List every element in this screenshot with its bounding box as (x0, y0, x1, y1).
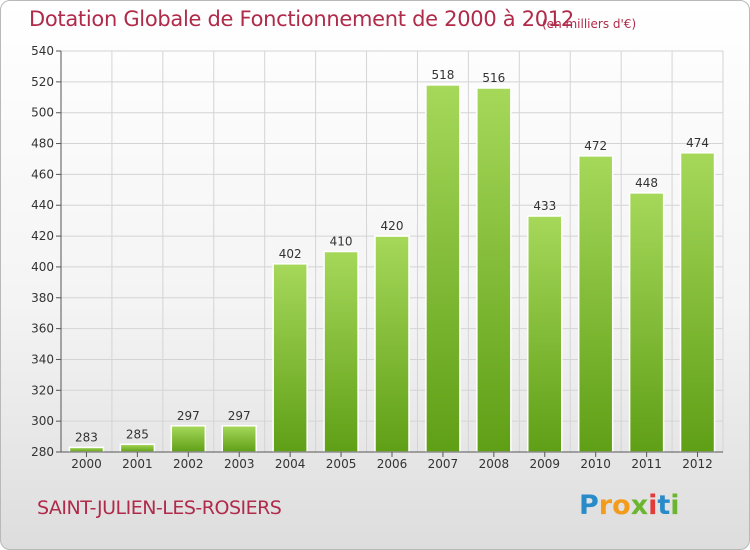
bar (425, 84, 461, 453)
logo-letter: x (630, 490, 649, 521)
proxiti-logo: Proxiti (579, 490, 680, 521)
y-tick-label: 420 (31, 229, 54, 243)
value-label: 410 (330, 235, 353, 249)
bar (323, 250, 359, 453)
logo-letter: P (579, 490, 599, 521)
axis-layer: 280 300 320 340 360 380 400 420 440 460 480 500 520 5… (31, 44, 723, 459)
bar-layer (68, 84, 716, 453)
y-tick-label: 540 (31, 44, 54, 58)
value-label: 472 (584, 139, 607, 153)
x-tick-label: 2001 (122, 457, 153, 471)
y-tick-label: 500 (31, 106, 54, 120)
logo-letter: o (612, 490, 631, 521)
bar (577, 155, 614, 453)
bar (476, 87, 512, 453)
bar (272, 263, 308, 453)
bar (374, 235, 410, 453)
value-label: 297 (177, 409, 200, 423)
x-tick-label: 2000 (71, 457, 102, 471)
value-label: 474 (686, 136, 709, 150)
chart-title: Dotation Globale de Fonctionnement de 20… (29, 7, 574, 31)
bar (170, 425, 207, 453)
y-tick-label: 520 (31, 75, 54, 89)
bar (221, 425, 257, 453)
x-tick-label: 2005 (326, 457, 357, 471)
x-tick-label: 2008 (479, 457, 510, 471)
x-tick-label: 2003 (224, 457, 255, 471)
y-tick-label: 300 (31, 414, 54, 428)
y-tick-label: 460 (31, 167, 54, 181)
value-label: 283 (75, 430, 98, 444)
x-tick-label: 2007 (428, 457, 459, 471)
bar (68, 446, 105, 453)
y-tick-label: 480 (31, 137, 54, 151)
value-label: 297 (228, 409, 251, 423)
x-tick-label: 2010 (580, 457, 611, 471)
y-tick-label: 280 (31, 445, 54, 459)
x-tick-label: 2002 (173, 457, 204, 471)
value-label: 433 (533, 199, 556, 213)
value-label: 448 (635, 176, 658, 190)
y-tick-label: 400 (31, 260, 54, 274)
label-layer: 283 2000 285 2001 297 2002 297 2003 402 2004 410 20… (71, 68, 713, 471)
x-tick-label: 2011 (631, 457, 662, 471)
value-label: 402 (279, 247, 302, 261)
y-tick-label: 340 (31, 352, 54, 366)
bar (679, 152, 716, 453)
bar (628, 192, 665, 453)
value-label: 518 (431, 68, 454, 82)
value-label: 420 (381, 219, 404, 233)
y-tick-label: 320 (31, 383, 54, 397)
y-tick-label: 380 (31, 291, 54, 305)
commune-name: SAINT-JULIEN-LES-ROSIERS (37, 497, 282, 519)
value-label: 285 (126, 427, 149, 441)
x-tick-label: 2012 (682, 457, 713, 471)
logo-letter: i (670, 490, 680, 521)
bar (119, 443, 156, 453)
logo-letter: r (598, 490, 613, 521)
x-tick-label: 2009 (529, 457, 560, 471)
bar (527, 215, 563, 453)
x-tick-label: 2004 (275, 457, 306, 471)
logo-letter: i (648, 490, 658, 521)
chart-unit: (en milliers d'€) (542, 17, 637, 31)
value-label: 516 (482, 71, 505, 85)
y-tick-label: 360 (31, 322, 54, 336)
y-tick-label: 440 (31, 198, 54, 212)
x-tick-label: 2006 (377, 457, 408, 471)
logo-letter: t (657, 490, 671, 521)
